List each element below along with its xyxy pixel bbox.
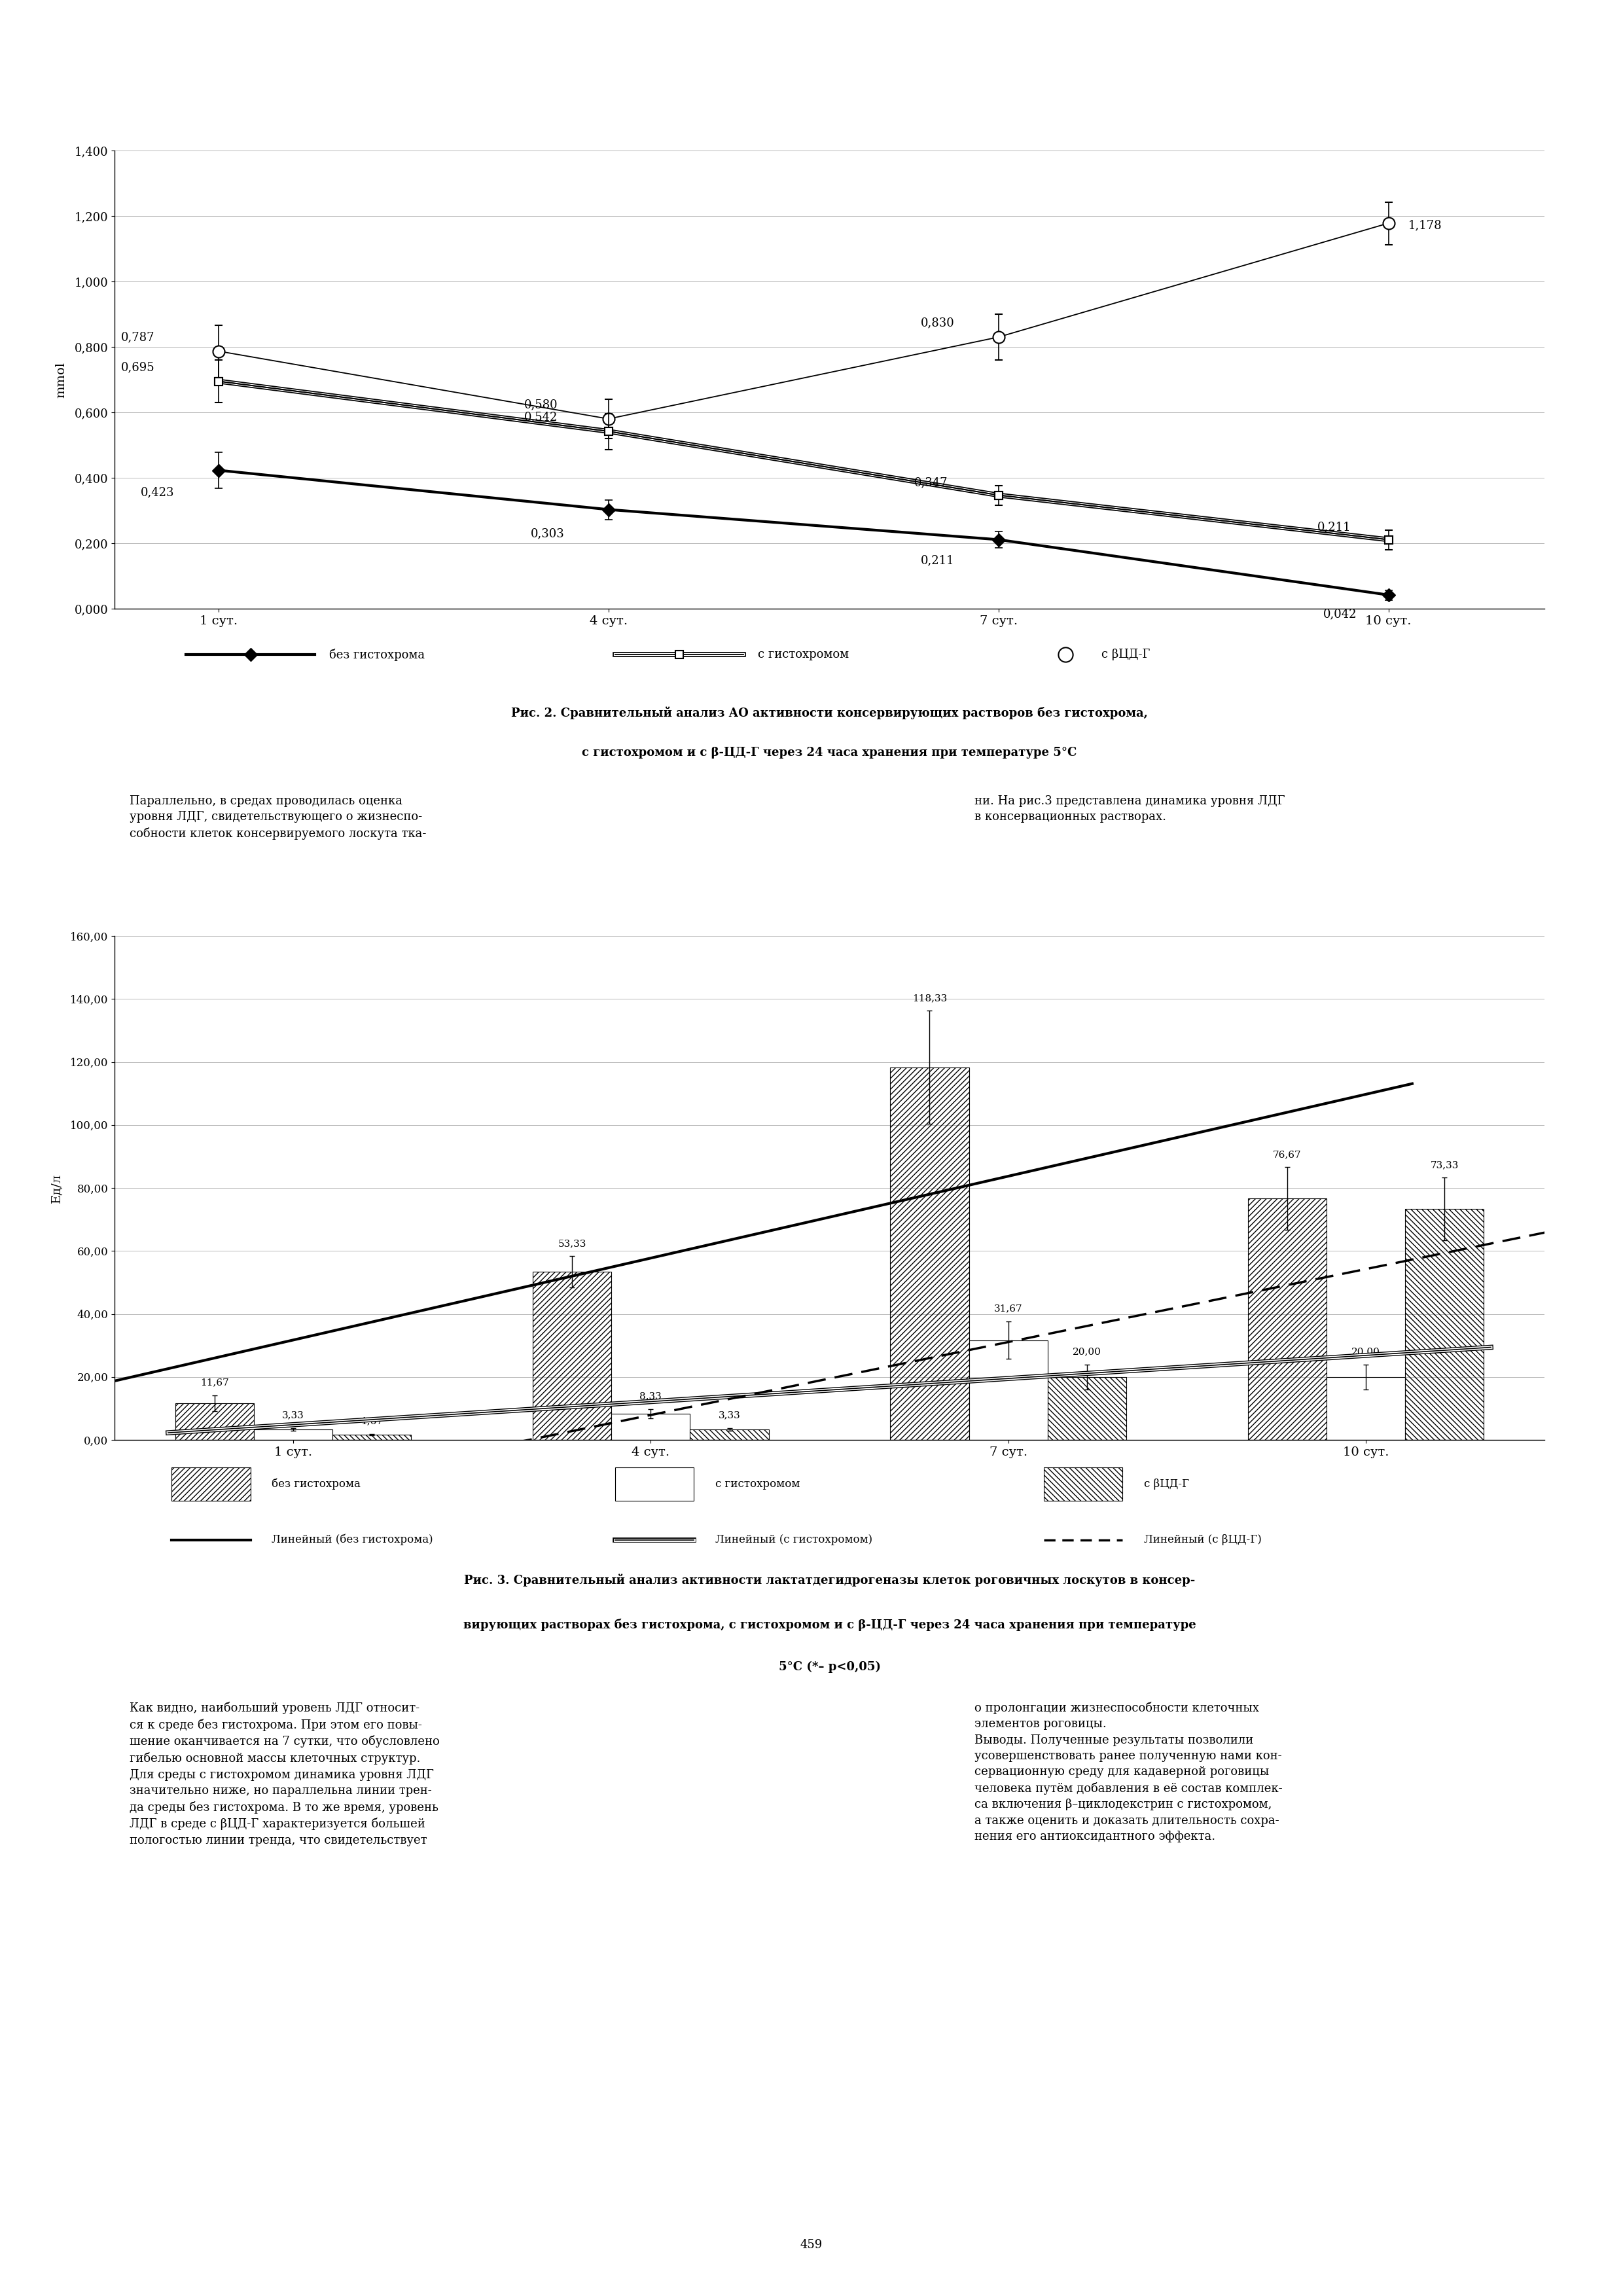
Bar (532, 1272, 612, 1440)
Bar (615, 1467, 693, 1502)
Text: 73,33: 73,33 (1430, 1159, 1459, 1169)
Text: 5°C (*– p<0,05): 5°C (*– p<0,05) (779, 1660, 881, 1674)
Text: 3,33: 3,33 (719, 1410, 740, 1419)
Bar (690, 1430, 769, 1440)
Text: Рис. 2. Сравнительный анализ АО активности консервирующих растворов без гистохро: Рис. 2. Сравнительный анализ АО активнос… (511, 707, 1147, 719)
Bar (1326, 1378, 1406, 1440)
Text: Линейный (без гистохрома): Линейный (без гистохрома) (271, 1534, 433, 1545)
Text: Линейный (с гистохромом): Линейный (с гистохромом) (716, 1534, 872, 1545)
Text: о пролонгации жизнеспособности клеточных
элементов роговицы.
Выводы. Полученные : о пролонгации жизнеспособности клеточных… (975, 1701, 1282, 1841)
Text: 0,042: 0,042 (1323, 608, 1357, 620)
Text: Параллельно, в средах проводилась оценка
уровня ЛДГ, свидетельствующего о жизнес: Параллельно, в средах проводилась оценка… (130, 794, 427, 840)
Text: Как видно, наибольший уровень ЛДГ относит-
ся к среде без гистохрома. При этом е: Как видно, наибольший уровень ЛДГ относи… (130, 1701, 440, 1846)
Text: Рис. 3. Сравнительный анализ активности лактатдегидрогеназы клеток роговичных ло: Рис. 3. Сравнительный анализ активности … (464, 1575, 1195, 1587)
Y-axis label: mmol: mmol (55, 360, 67, 397)
Bar (891, 1068, 969, 1440)
Text: 0,580: 0,580 (524, 400, 558, 411)
Bar (253, 1430, 333, 1440)
Bar (333, 1435, 411, 1440)
Bar (1248, 1199, 1326, 1440)
Text: 0,542: 0,542 (524, 411, 558, 422)
Bar (172, 1467, 250, 1502)
Text: 0,423: 0,423 (141, 487, 174, 498)
Text: ни. На рис.3 представлена динамика уровня ЛДГ
в консервационных растворах.: ни. На рис.3 представлена динамика уровн… (975, 794, 1285, 822)
Text: 0,303: 0,303 (531, 528, 565, 540)
Text: с гистохромом: с гистохромом (758, 647, 849, 661)
Bar (175, 1403, 253, 1440)
Text: 1,178: 1,178 (1409, 220, 1441, 232)
Text: 0,347: 0,347 (914, 478, 948, 489)
Text: с гистохромом: с гистохромом (716, 1479, 800, 1490)
Text: 0,830: 0,830 (920, 317, 954, 328)
Text: 0,695: 0,695 (122, 360, 154, 372)
Text: вирующих растворах без гистохрома, с гистохромом и с β-ЦД-Г через 24 часа хранен: вирующих растворах без гистохрома, с гис… (463, 1619, 1196, 1630)
Text: 76,67: 76,67 (1272, 1150, 1302, 1159)
Text: 118,33: 118,33 (912, 994, 946, 1003)
Bar (969, 1341, 1047, 1440)
Text: без гистохрома: без гистохрома (329, 647, 425, 661)
Text: Линейный (с βЦД-Г): Линейный (с βЦД-Г) (1144, 1534, 1261, 1545)
Text: 0,211: 0,211 (1316, 521, 1350, 533)
Text: с βЦД-Г: с βЦД-Г (1100, 647, 1149, 661)
Bar (1047, 1378, 1126, 1440)
Text: 0,211: 0,211 (920, 553, 954, 567)
Text: 53,33: 53,33 (558, 1240, 586, 1249)
Text: с гистохромом и с β-ЦД-Г через 24 часа хранения при температуре 5°C: с гистохромом и с β-ЦД-Г через 24 часа х… (583, 746, 1078, 758)
Text: 459: 459 (800, 2239, 823, 2250)
Bar (1406, 1210, 1483, 1440)
Text: 31,67: 31,67 (993, 1304, 1022, 1313)
Text: 20,00: 20,00 (1073, 1348, 1102, 1357)
Text: 11,67: 11,67 (200, 1378, 229, 1387)
Text: с βЦД-Г: с βЦД-Г (1144, 1479, 1190, 1490)
Text: 20,00: 20,00 (1352, 1348, 1380, 1357)
Text: без гистохрома: без гистохрома (271, 1479, 360, 1490)
Text: 8,33: 8,33 (639, 1391, 662, 1401)
Text: 0,787: 0,787 (122, 331, 154, 342)
Text: 3,33: 3,33 (282, 1410, 305, 1419)
Y-axis label: Ед/л: Ед/л (50, 1173, 63, 1203)
Bar (1044, 1467, 1123, 1502)
Bar (612, 1414, 690, 1440)
Text: 1,67: 1,67 (360, 1417, 383, 1426)
